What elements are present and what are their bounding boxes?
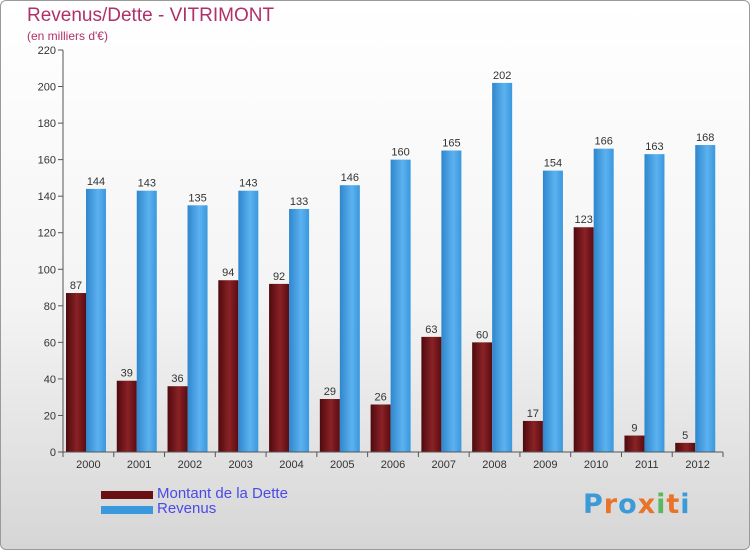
x-tick-label: 2004: [279, 459, 303, 471]
bar-revenus: [695, 145, 716, 452]
bar-debt: [624, 435, 645, 452]
x-tick-label: 2010: [584, 459, 608, 471]
bar-debt: [116, 380, 137, 452]
bar-debt: [472, 342, 493, 452]
logo-letter: i: [680, 489, 691, 520]
bar-revenus: [644, 154, 665, 452]
data-label-revenus: 168: [696, 132, 714, 144]
bar-revenus: [390, 159, 411, 453]
data-label-debt: 26: [374, 391, 386, 403]
logo-letter: o: [618, 489, 638, 520]
data-label-revenus: 154: [544, 158, 562, 170]
y-tick-label: 140: [38, 191, 56, 203]
data-label-debt: 17: [527, 408, 539, 420]
x-tick-label: 2000: [76, 459, 100, 471]
data-label-debt: 39: [121, 368, 133, 380]
data-label-revenus: 160: [391, 147, 409, 159]
bar-debt: [269, 283, 290, 452]
bar-revenus: [86, 188, 106, 452]
logo-letter: t: [666, 489, 681, 520]
bar-debt: [421, 336, 442, 452]
bar-revenus: [238, 190, 259, 452]
x-tick-label: 2007: [432, 459, 456, 471]
bar-debt: [167, 386, 188, 452]
x-tick-label: 2001: [127, 459, 151, 471]
data-label-revenus: 143: [239, 178, 257, 190]
legend-swatch-debt: [101, 491, 153, 499]
bar-revenus: [136, 190, 157, 452]
data-label-revenus: 146: [341, 172, 359, 184]
data-label-debt: 63: [425, 324, 437, 336]
bar-revenus: [542, 170, 563, 452]
data-label-revenus: 166: [595, 136, 613, 148]
logo-letter: r: [603, 489, 619, 520]
data-label-debt: 36: [171, 373, 183, 385]
y-tick-label: 120: [38, 228, 56, 240]
bar-revenus: [441, 150, 462, 452]
bar-revenus: [187, 205, 208, 452]
bar-revenus: [289, 208, 310, 452]
y-tick-label: 80: [44, 301, 56, 313]
data-label-revenus: 143: [138, 178, 156, 190]
logo-letter: P: [583, 489, 604, 520]
data-label-revenus: 165: [442, 138, 460, 150]
y-tick-label: 180: [38, 118, 56, 130]
data-label-revenus: 135: [188, 192, 206, 204]
bar-debt: [370, 404, 391, 452]
data-label-debt: 123: [575, 214, 593, 226]
data-label-revenus: 202: [493, 70, 511, 82]
x-tick-label: 2006: [381, 459, 405, 471]
data-label-debt: 9: [631, 423, 637, 435]
logo-letter: i: [656, 489, 667, 520]
y-tick-label: 160: [38, 155, 56, 167]
y-tick-label: 20: [44, 410, 56, 422]
y-tick-label: 0: [50, 447, 56, 459]
x-tick-label: 2009: [533, 459, 557, 471]
y-tick-label: 200: [38, 82, 56, 94]
x-tick-label: 2005: [330, 459, 354, 471]
bar-debt: [573, 227, 594, 452]
legend-label-debt: Montant de la Dette: [157, 485, 288, 502]
chart-title: Revenus/Dette - VITRIMONT: [27, 5, 275, 26]
bar-debt: [522, 420, 543, 452]
data-label-debt: 29: [324, 386, 336, 398]
bar-revenus: [339, 185, 360, 452]
y-tick-label: 220: [38, 45, 56, 57]
y-tick-label: 100: [38, 264, 56, 276]
y-tick-label: 60: [44, 337, 56, 349]
data-label-debt: 5: [682, 430, 688, 442]
chart-subtitle: (en milliers d'€): [27, 29, 108, 43]
x-tick-label: 2011: [635, 459, 659, 471]
bar-debt: [675, 442, 696, 452]
x-tick-label: 2012: [685, 459, 709, 471]
legend-swatch-revenus: [101, 506, 153, 514]
bar-debt: [218, 280, 239, 452]
bar-debt: [319, 399, 340, 452]
data-label-debt: 87: [70, 280, 82, 292]
data-label-debt: 60: [476, 329, 488, 341]
proxiti-logo: Proxiti: [583, 489, 691, 520]
x-tick-label: 2002: [178, 459, 202, 471]
legend-label-revenus: Revenus: [157, 500, 217, 517]
data-label-revenus: 163: [645, 141, 663, 153]
data-label-revenus: 144: [87, 176, 105, 188]
bar-revenus: [593, 148, 614, 452]
data-label-debt: 94: [222, 267, 234, 279]
bar-debt: [66, 293, 86, 452]
data-label-debt: 92: [273, 271, 285, 283]
logo-letter: x: [637, 489, 657, 520]
bar-revenus: [492, 82, 513, 453]
x-tick-label: 2003: [228, 459, 252, 471]
x-tick-label: 2008: [482, 459, 506, 471]
data-label-revenus: 133: [290, 196, 308, 208]
y-tick-label: 40: [44, 374, 56, 386]
